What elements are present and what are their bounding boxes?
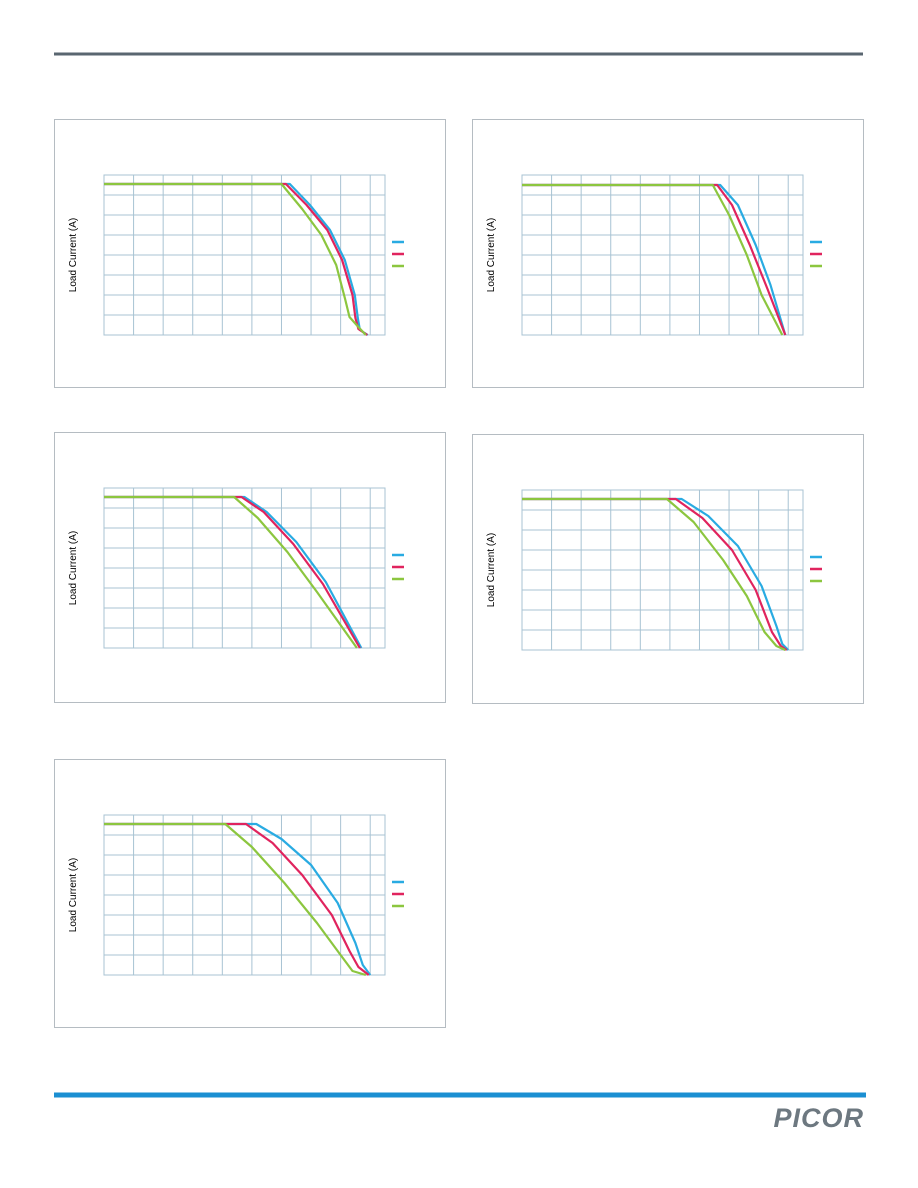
y-axis-label: Load Current (A) — [68, 218, 79, 292]
series-line — [104, 822, 370, 976]
series-line — [104, 495, 358, 649]
series-line — [104, 822, 367, 977]
series-line — [104, 182, 368, 336]
series-line — [522, 183, 784, 336]
series-line — [104, 822, 372, 976]
series-line — [104, 495, 363, 649]
series-line — [104, 182, 367, 336]
series-line — [522, 497, 786, 652]
series-line — [522, 497, 789, 651]
chart-frame — [54, 759, 446, 1028]
y-axis-label: Load Current (A) — [486, 218, 497, 292]
series-line — [522, 183, 787, 336]
chart-frame — [54, 432, 446, 703]
chart-frame — [472, 119, 864, 388]
y-axis-label: Load Current (A) — [68, 531, 79, 605]
chart-frame — [54, 119, 446, 388]
series-line — [104, 182, 369, 336]
y-axis-label: Load Current (A) — [68, 858, 79, 932]
series-line — [522, 183, 787, 336]
series-line — [104, 495, 361, 649]
logo: PICOR — [773, 1103, 864, 1133]
chart-frame — [472, 434, 864, 704]
series-line — [522, 497, 788, 651]
y-axis-label: Load Current (A) — [486, 533, 497, 607]
